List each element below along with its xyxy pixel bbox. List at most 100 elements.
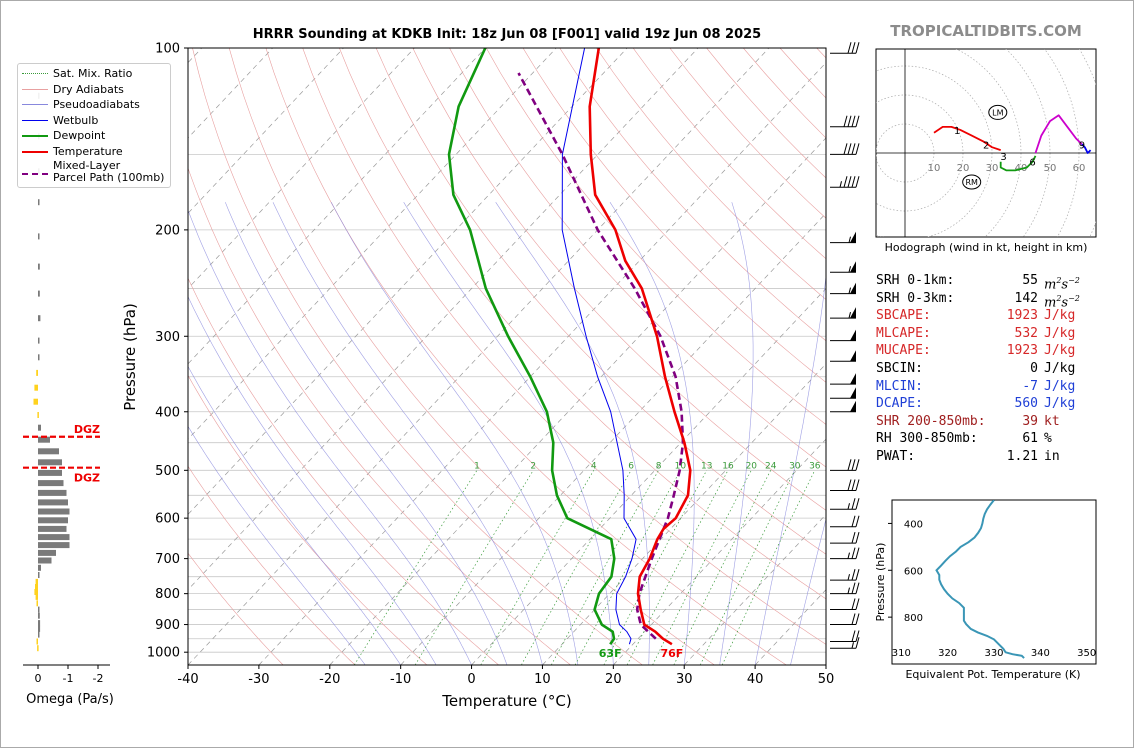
surface-temperature-label: 76F: [660, 647, 683, 660]
dry-adiabat: [188, 277, 499, 665]
dry-adiabat: [188, 465, 356, 665]
series-mixed-layer-parcel-path-mb: [517, 72, 685, 640]
barb-full: [847, 42, 852, 54]
omega-bar: [38, 459, 62, 466]
brand-watermark: TROPICALTIDBITS.COM: [890, 22, 1082, 40]
mixing-ratio-line: [414, 470, 534, 665]
x-tick-label: 50: [818, 672, 835, 687]
omega-bar: [38, 606, 40, 613]
thetae-x-tick-label: 330: [984, 648, 1003, 659]
thetae-y-tick-label: 600: [904, 566, 923, 577]
legend-item-pseudo: Pseudoadiabats: [18, 98, 170, 112]
barb-half: [848, 266, 851, 273]
hodo-ring-label: 50: [1044, 163, 1057, 174]
wind-barb: [830, 582, 860, 595]
param-row: SRH 0-1km: 55 m2s−2: [876, 272, 1106, 292]
storm-motion-marker: [988, 104, 1008, 120]
omega-bar: [38, 499, 68, 506]
barb-half: [847, 587, 850, 594]
x-tick-label: -20: [319, 672, 340, 687]
wind-barb: [830, 143, 860, 155]
omega-bar: [34, 384, 38, 391]
param-value: 560: [1014, 396, 1038, 412]
skewt-frame: [187, 47, 827, 666]
omega-bar: [35, 593, 38, 600]
wind-barb: [830, 569, 860, 581]
wind-barb: [830, 498, 860, 510]
barb-full: [847, 459, 852, 471]
isotherm-line: [471, 288, 826, 665]
barb-pennant: [850, 282, 856, 294]
wind-barb: [830, 329, 856, 342]
param-row: SBCAPE: 1923 J/kg: [876, 307, 1106, 325]
omega-bar: [38, 290, 40, 297]
param-unit: in: [1044, 448, 1060, 464]
barb-pennant: [850, 329, 856, 341]
legend-swatch: [22, 150, 48, 153]
mixing-ratio-label: 8: [656, 461, 662, 471]
barb-full: [851, 547, 856, 559]
x-tick-label: -10: [390, 672, 411, 687]
barb-full: [855, 176, 860, 188]
wind-barb: [830, 479, 860, 492]
param-unit: kt: [1044, 413, 1060, 429]
mixing-ratio-label: 4: [591, 461, 597, 471]
param-label: SHR 200-850mb:: [876, 413, 986, 429]
omega-tick-label: -1: [63, 672, 74, 685]
barb-full: [847, 143, 852, 155]
barb-pennant: [850, 307, 856, 319]
mixing-ratio-line: [354, 470, 478, 665]
barb-full: [851, 479, 856, 491]
barb-full: [855, 630, 860, 642]
omega-bar: [38, 448, 59, 455]
wind-barb: [830, 598, 860, 611]
param-unit: J/kg: [1044, 378, 1076, 394]
thetae-x-tick-label: 320: [938, 648, 957, 659]
param-row: PWAT: 1.21 in: [876, 448, 1106, 466]
chart-title: HRRR Sounding at KDKB Init: 18z Jun 08 […: [252, 27, 762, 42]
y-tick-label: 400: [155, 405, 180, 420]
x-tick-label: 20: [605, 672, 622, 687]
barb-full: [855, 459, 860, 471]
wind-barb: [830, 261, 856, 273]
barb-half: [839, 181, 842, 188]
barb-pennant: [850, 373, 856, 385]
y-tick-label: 600: [155, 512, 180, 527]
barb-pennant: [850, 400, 856, 412]
thetae-line: [935, 500, 1025, 659]
dry-adiabat: [449, 48, 826, 468]
omega-bar: [35, 578, 38, 585]
barb-full: [843, 143, 848, 155]
wind-barb: [830, 387, 856, 399]
param-value: 39: [1022, 413, 1038, 429]
hodo-height-label: 9: [1079, 140, 1085, 151]
param-label: MLCIN:: [876, 378, 923, 394]
pseudoadiabat: [495, 202, 650, 665]
param-unit: m2s−2: [1044, 276, 1080, 293]
barb-pennant: [850, 261, 856, 273]
param-label: SBCAPE:: [876, 308, 931, 324]
param-label: MUCAPE:: [876, 343, 931, 359]
pseudoadiabat: [330, 202, 579, 665]
dry-adiabat: [188, 167, 571, 665]
pseudoadiabat: [188, 425, 366, 665]
wind-barb: [830, 350, 856, 362]
mixing-ratio-label: 13: [701, 461, 712, 471]
wind-barb: [830, 637, 860, 649]
hodo-segment: [1034, 114, 1083, 154]
omega-bar: [38, 315, 41, 322]
omega-bar: [38, 549, 56, 556]
omega-bar: [38, 199, 40, 206]
omega-bar: [38, 625, 41, 632]
param-row: MUCAPE: 1923 J/kg: [876, 342, 1106, 360]
y-axis-label: Pressure (hPa): [121, 303, 139, 411]
barb-full: [855, 479, 860, 491]
barb-pennant: [850, 231, 856, 243]
omega-bar: [38, 564, 41, 571]
barb-half: [847, 503, 850, 510]
omega-bar: [38, 354, 40, 361]
series-wetbulb: [561, 48, 637, 645]
mixing-ratio-line: [652, 470, 752, 665]
mixing-ratio-label: 16: [722, 461, 734, 471]
